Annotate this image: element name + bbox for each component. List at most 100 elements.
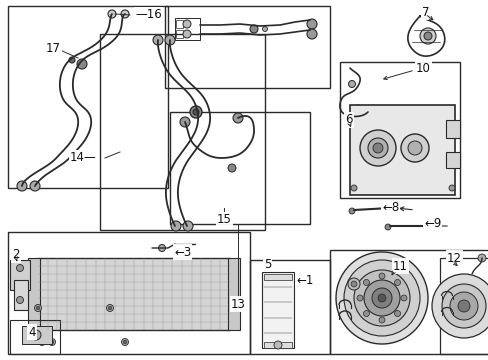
Circle shape [378,317,384,323]
Bar [14,280,28,310]
Circle shape [431,274,488,338]
Circle shape [193,109,199,115]
Circle shape [378,273,384,279]
Text: 13: 13 [230,297,245,310]
Circle shape [108,10,116,18]
Circle shape [106,305,113,311]
Circle shape [367,138,387,158]
Circle shape [350,281,356,287]
Circle shape [372,143,382,153]
Circle shape [183,20,191,28]
Circle shape [180,117,190,127]
Circle shape [363,311,369,316]
Circle shape [354,105,360,111]
Circle shape [441,284,485,328]
Text: 4: 4 [28,325,36,338]
Circle shape [17,265,23,271]
Circle shape [171,221,181,231]
Text: ←3: ←3 [174,246,191,258]
Bar [339,62,459,198]
Text: 2: 2 [12,248,20,261]
Bar [38,258,229,330]
Bar [8,6,168,188]
Circle shape [353,270,409,326]
Bar [329,250,488,354]
Circle shape [183,30,191,38]
Circle shape [36,306,40,310]
Circle shape [394,311,400,316]
Bar [176,30,183,38]
Bar [28,258,40,330]
Circle shape [17,297,23,303]
Circle shape [121,338,128,346]
Bar [349,105,454,195]
Circle shape [123,340,126,344]
Circle shape [347,278,359,290]
Circle shape [359,130,395,166]
Bar [176,20,183,28]
Text: 15: 15 [216,213,231,226]
Circle shape [17,181,27,191]
Circle shape [183,221,193,231]
Circle shape [335,252,427,344]
Circle shape [227,164,236,172]
Circle shape [394,279,400,285]
Circle shape [356,295,362,301]
Circle shape [363,279,369,285]
Circle shape [232,113,243,123]
Circle shape [350,185,356,191]
Circle shape [30,181,40,191]
Circle shape [400,295,406,301]
Circle shape [273,341,282,349]
Text: 12: 12 [446,252,461,265]
Text: —16: —16 [135,9,162,22]
Text: ←9: ←9 [423,217,441,230]
Circle shape [50,340,54,344]
Circle shape [448,185,454,191]
Circle shape [423,32,431,40]
Circle shape [190,106,202,118]
Bar [100,34,264,230]
Circle shape [249,25,258,33]
Bar [249,260,329,354]
Circle shape [69,57,75,63]
Circle shape [377,294,385,302]
Circle shape [40,340,44,344]
Circle shape [477,254,485,262]
Circle shape [343,260,419,336]
Circle shape [153,35,163,45]
Circle shape [306,19,316,29]
Bar [445,152,459,168]
Text: ←1: ←1 [295,274,313,287]
Text: 10: 10 [415,62,430,75]
Circle shape [407,141,421,155]
Bar [10,320,60,354]
Circle shape [384,224,390,230]
Bar [439,258,488,354]
Circle shape [371,288,391,308]
Bar [22,326,52,344]
Circle shape [348,81,355,87]
Bar [10,260,30,290]
Circle shape [121,10,129,18]
Circle shape [35,305,41,311]
Circle shape [262,27,267,31]
Circle shape [48,338,55,346]
Bar [8,232,249,354]
Bar [264,274,291,280]
Text: 5: 5 [264,257,271,270]
Circle shape [419,28,435,44]
Bar [175,18,200,40]
Bar [262,272,293,348]
Circle shape [449,292,477,320]
Circle shape [400,134,428,162]
Circle shape [77,59,87,69]
Bar [170,112,309,224]
Circle shape [306,29,316,39]
Text: 14—: 14— [70,152,97,165]
Circle shape [158,244,165,252]
Circle shape [108,306,112,310]
Text: 17: 17 [46,41,61,54]
Text: 6: 6 [345,113,352,126]
Circle shape [363,280,399,316]
